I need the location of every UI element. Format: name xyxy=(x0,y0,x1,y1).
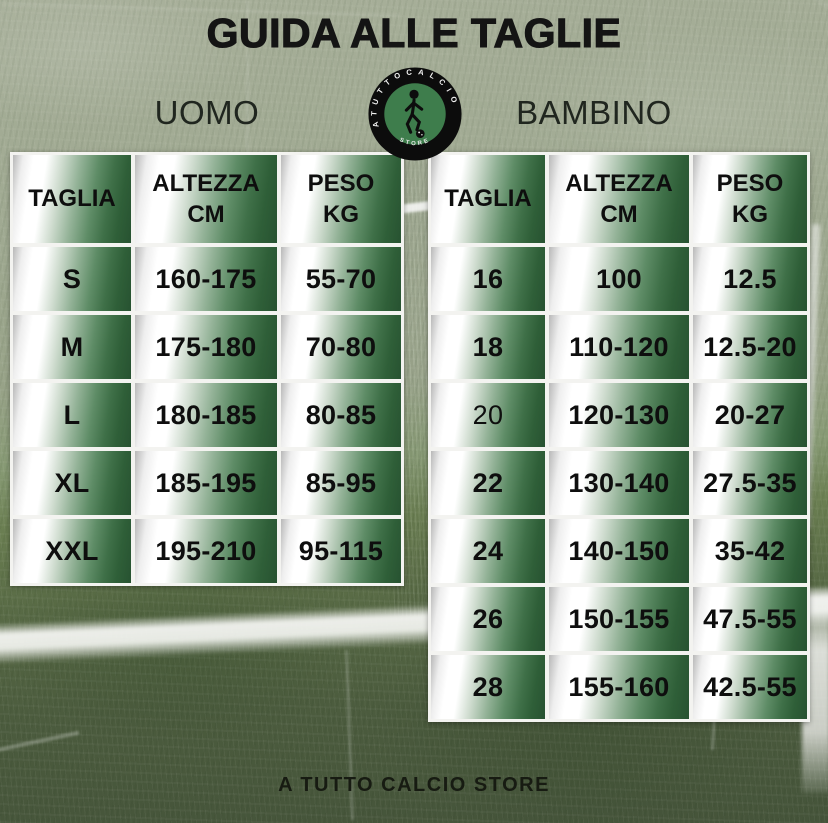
bambino-header-altezza: ALTEZZA CM xyxy=(549,155,689,243)
uomo-weight-cell: 70-80 xyxy=(281,315,401,379)
bambino-height-cell: 155-160 xyxy=(549,655,689,719)
soccer-ball-detail xyxy=(421,133,423,136)
bambino-size-cell: 16 xyxy=(431,247,545,311)
bambino-header-peso: PESO KG xyxy=(693,155,807,243)
bambino-height-cell: 110-120 xyxy=(549,315,689,379)
soccer-ball-icon xyxy=(415,129,425,138)
uomo-weight-cell: 55-70 xyxy=(281,247,401,311)
bambino-header-taglia: TAGLIA xyxy=(431,155,545,243)
uomo-header-altezza: ALTEZZA CM xyxy=(135,155,277,243)
uomo-weight-cell: 85-95 xyxy=(281,451,401,515)
faint-grass-line xyxy=(0,730,80,754)
soccer-player-icon xyxy=(404,89,424,134)
uomo-header-peso: PESO KG xyxy=(281,155,401,243)
uomo-size-cell: M xyxy=(13,315,131,379)
bambino-weight-cell: 20-27 xyxy=(693,383,807,447)
uomo-height-cell: 175-180 xyxy=(135,315,277,379)
bambino-size-cell: 28 xyxy=(431,655,545,719)
bambino-height-cell: 150-155 xyxy=(549,587,689,651)
bambino-size-cell: 22 xyxy=(431,451,545,515)
bambino-height-cell: 120-130 xyxy=(549,383,689,447)
bambino-weight-cell: 27.5-35 xyxy=(693,451,807,515)
store-name-footer: A TUTTO CALCIO STORE xyxy=(278,774,550,796)
store-logo: ATUTTOCALCIO STORE xyxy=(367,66,463,162)
bambino-size-cell: 24 xyxy=(431,519,545,583)
logo-store-text: STORE xyxy=(398,137,431,147)
logo-inner-circle xyxy=(384,83,446,145)
uomo-height-cell: 195-210 xyxy=(135,519,277,583)
bambino-weight-cell: 47.5-55 xyxy=(693,587,807,651)
bambino-height-cell: 130-140 xyxy=(549,451,689,515)
bambino-size-cell: 18 xyxy=(431,315,545,379)
bambino-size-cell: 26 xyxy=(431,587,545,651)
background-crease-line xyxy=(648,0,650,300)
bambino-size-table: TAGLIA ALTEZZA CM PESO KG 16 100 12.5 18 1… xyxy=(428,152,810,722)
bambino-weight-cell: 12.5-20 xyxy=(693,315,807,379)
uomo-weight-cell: 95-115 xyxy=(281,519,401,583)
page-title: GUIDA ALLE TAGLIE xyxy=(206,9,622,56)
bambino-weight-cell: 35-42 xyxy=(693,519,807,583)
bambino-weight-cell: 42.5-55 xyxy=(693,655,807,719)
section-label-bambino: BAMBINO xyxy=(516,94,672,131)
section-label-uomo: UOMO xyxy=(154,94,260,131)
uomo-size-cell: XL xyxy=(13,451,131,515)
uomo-size-cell: S xyxy=(13,247,131,311)
bambino-height-cell: 140-150 xyxy=(549,519,689,583)
background-crease-line xyxy=(788,0,790,260)
uomo-size-table: TAGLIA ALTEZZA CM PESO KG S 160-175 55-70 … xyxy=(10,152,404,586)
uomo-size-cell: XXL xyxy=(13,519,131,583)
bambino-weight-cell: 12.5 xyxy=(693,247,807,311)
uomo-weight-cell: 80-85 xyxy=(281,383,401,447)
bambino-size-cell: 20 xyxy=(431,383,545,447)
uomo-height-cell: 160-175 xyxy=(135,247,277,311)
uomo-header-taglia: TAGLIA xyxy=(13,155,131,243)
uomo-size-cell: L xyxy=(13,383,131,447)
soccer-ball-detail xyxy=(418,131,421,134)
uomo-height-cell: 185-195 xyxy=(135,451,277,515)
uomo-height-cell: 180-185 xyxy=(135,383,277,447)
bambino-height-cell: 100 xyxy=(549,247,689,311)
